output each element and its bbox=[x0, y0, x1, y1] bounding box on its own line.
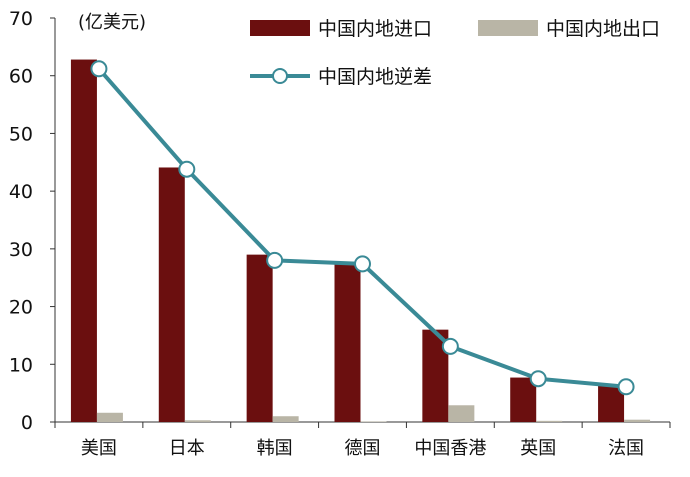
deficit-point bbox=[617, 378, 635, 396]
legend-label: 中国内地逆差 bbox=[318, 66, 432, 88]
legend-swatch bbox=[250, 20, 310, 36]
x-tick-label: 日本 bbox=[169, 438, 205, 459]
y-axis: 0 10 20 30 40 50 60 70 bbox=[9, 8, 56, 434]
y-tick-label: 50 bbox=[9, 123, 33, 145]
y-tick-label: 20 bbox=[9, 297, 33, 319]
deficit-point bbox=[178, 160, 196, 178]
y-tick-label: 30 bbox=[9, 239, 33, 261]
bar-export bbox=[360, 421, 387, 422]
bar-import bbox=[158, 167, 185, 422]
bar-export bbox=[272, 416, 299, 422]
y-tick-label: 60 bbox=[9, 66, 33, 88]
bar-import bbox=[70, 59, 97, 422]
bar-import bbox=[510, 377, 537, 422]
bar-import bbox=[334, 263, 361, 422]
deficit-point bbox=[266, 251, 284, 269]
deficit-point bbox=[529, 370, 547, 388]
bar-import bbox=[246, 254, 273, 422]
x-tick-label: 美国 bbox=[81, 438, 117, 459]
legend-swatch bbox=[478, 20, 538, 36]
legend-item: 中国内地出口 bbox=[478, 18, 660, 40]
legend-marker bbox=[272, 68, 288, 84]
y-tick-label: 70 bbox=[9, 8, 33, 30]
legend-label: 中国内地进口 bbox=[318, 18, 432, 40]
deficit-point bbox=[90, 60, 108, 78]
bar-export bbox=[536, 420, 563, 422]
bar-export bbox=[184, 420, 211, 422]
deficit-point bbox=[354, 255, 371, 273]
deficit-line-series bbox=[90, 60, 635, 396]
x-tick-label: 法国 bbox=[608, 438, 644, 459]
legend-item: 中国内地逆差 bbox=[250, 66, 432, 88]
y-tick-label: 10 bbox=[9, 354, 33, 376]
x-tick-label: 韩国 bbox=[257, 438, 293, 459]
x-tick-label: 英国 bbox=[520, 438, 556, 459]
bars-export bbox=[96, 405, 651, 422]
deficit-point bbox=[441, 337, 459, 355]
x-tick-label: 中国香港 bbox=[414, 438, 486, 459]
x-tick-label: 德国 bbox=[345, 438, 381, 459]
unit-label: (亿美元) bbox=[78, 12, 146, 33]
bar-export bbox=[96, 412, 123, 422]
bar-export bbox=[624, 419, 651, 422]
legend-item: 中国内地进口 bbox=[250, 18, 432, 40]
bars-import bbox=[70, 59, 625, 422]
y-tick-label: 40 bbox=[9, 181, 33, 203]
y-tick-label: 0 bbox=[21, 412, 33, 434]
legend-label: 中国内地出口 bbox=[546, 18, 660, 40]
bar-export bbox=[448, 405, 475, 422]
x-axis: 美国 日本 韩国 德国 中国香港 英国 法国 bbox=[54, 421, 671, 459]
